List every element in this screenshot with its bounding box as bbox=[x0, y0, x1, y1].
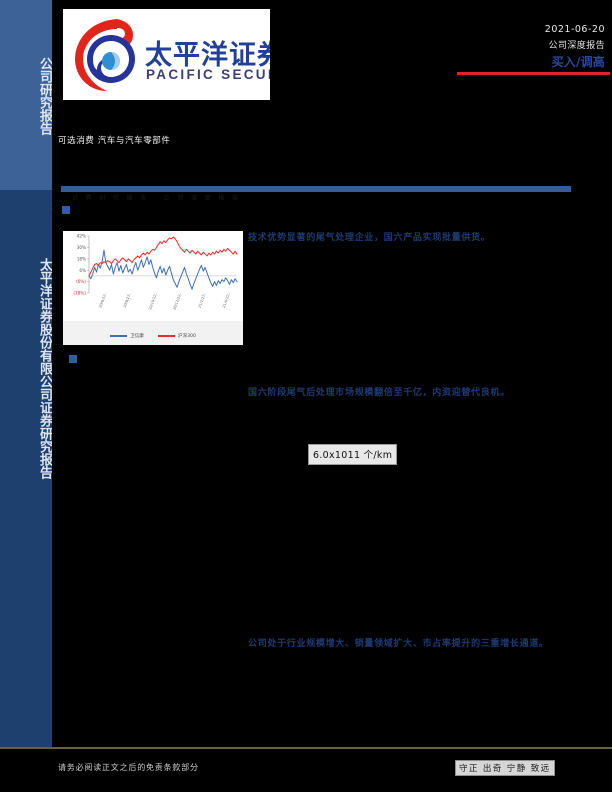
legend-swatch-series-1 bbox=[157, 335, 175, 337]
logo-name-cn: 太平洋证券 bbox=[145, 40, 270, 71]
svg-text:6%: 6% bbox=[79, 268, 86, 273]
chart-legend: 卫信康 沪深300 bbox=[63, 333, 243, 339]
svg-text:21/2/22: 21/2/22 bbox=[198, 294, 206, 308]
rating-badge: 买入/调高 bbox=[551, 55, 605, 69]
legend-swatch-series-0 bbox=[110, 335, 128, 337]
report-date: 2021-06-20 bbox=[544, 24, 605, 35]
footer-disclaimer: 请务必阅读正文之后的免责条款部分 bbox=[58, 763, 199, 772]
svg-text:30%: 30% bbox=[77, 245, 86, 250]
bullet-marker bbox=[62, 206, 70, 214]
legend-entry: 沪深300 bbox=[157, 333, 196, 339]
footer-slogan: 守正 出奇 宁静 致远 bbox=[455, 760, 555, 776]
body-heading-technology-advantage: 技术优势显著的尾气处理企业，国六产品实现批量供货。 bbox=[248, 233, 491, 243]
sidebar-bottom-band bbox=[0, 190, 52, 747]
pacific-securities-logo-icon bbox=[75, 19, 135, 91]
svg-text:21/4/22: 21/4/22 bbox=[222, 294, 230, 308]
section-separator-bar bbox=[61, 186, 571, 192]
highlighted-value-chip: 6.0x1011 个/km bbox=[308, 444, 398, 465]
svg-text:18%: 18% bbox=[77, 256, 86, 261]
body-heading-market-scale: 国六阶段尾气后处理市场规模翻倍至千亿，内资迎替代良机。 bbox=[248, 388, 510, 398]
stock-performance-chart: 42% 30% 18% 6% (6%) (18%) 20/6/22 20/8/22 20/10/… bbox=[63, 231, 243, 345]
sidebar-top-band bbox=[0, 0, 52, 190]
page-body: 太平洋证券 PACIFIC SECURITIES 2021-06-20 公司深度… bbox=[52, 0, 612, 792]
svg-text:(18%): (18%) bbox=[73, 291, 86, 296]
svg-text:20/8/22: 20/8/22 bbox=[123, 294, 131, 308]
svg-text:20/6/22: 20/6/22 bbox=[98, 294, 106, 308]
chart-plot-area: 42% 30% 18% 6% (6%) (18%) 20/6/22 20/8/22 20/10/… bbox=[63, 231, 243, 321]
report-type: 公司深度报告 bbox=[548, 41, 605, 51]
bullet-marker bbox=[69, 355, 77, 363]
sidebar-label-company-research: 公司研究报告 bbox=[37, 56, 52, 135]
industry-classification: 可选消费 汽车与汽车零部件 bbox=[58, 136, 171, 146]
svg-text:20/12/22: 20/12/22 bbox=[172, 294, 181, 311]
separator-ghost-text: 证 券 研 究 报 告 · 公 司 深 度 报 告 bbox=[72, 196, 242, 200]
rating-underline bbox=[457, 72, 610, 75]
legend-label-series-1: 沪深300 bbox=[177, 334, 196, 339]
svg-text:20/10/22: 20/10/22 bbox=[148, 294, 157, 311]
svg-text:42%: 42% bbox=[77, 234, 86, 239]
body-heading-growth-channel: 公司处于行业规模增大、销量领域扩大、市占率提升的三重增长通道。 bbox=[248, 639, 549, 649]
svg-text:(6%): (6%) bbox=[76, 279, 86, 284]
brand-logo: 太平洋证券 PACIFIC SECURITIES bbox=[63, 9, 270, 100]
logo-name-en: PACIFIC SECURITIES bbox=[146, 67, 270, 82]
legend-label-series-0: 卫信康 bbox=[130, 334, 144, 339]
header-meta-block: 2021-06-20 公司深度报告 买入/调高 bbox=[390, 24, 605, 70]
footer-divider bbox=[0, 747, 612, 749]
sidebar-label-firm-research: 太平洋证券股份有限公司证券研究报告 bbox=[37, 257, 52, 479]
legend-entry: 卫信康 bbox=[110, 333, 144, 339]
